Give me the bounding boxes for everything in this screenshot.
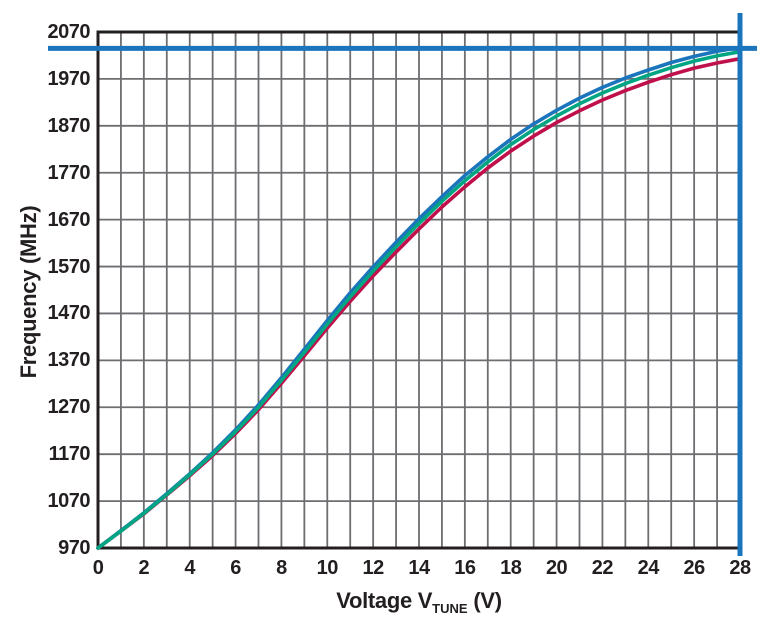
x-axis-title-subscript: TUNE xyxy=(432,601,468,616)
y-tick-label: 1970 xyxy=(47,67,91,90)
y-tick-label: 1670 xyxy=(47,208,91,231)
x-tick-label: 22 xyxy=(591,557,614,579)
x-tick-label: 24 xyxy=(637,557,660,579)
x-tick-label: 6 xyxy=(230,557,241,579)
curve-green xyxy=(96,49,742,550)
x-axis-title: Voltage VTUNE (V) xyxy=(98,588,740,616)
x-tick-label: 16 xyxy=(454,557,476,579)
x-tick-label: 26 xyxy=(683,557,706,579)
x-tick-label: 8 xyxy=(276,557,287,579)
y-tick-label: 1270 xyxy=(47,396,91,419)
x-tick-label: 2 xyxy=(138,557,150,579)
x-tick-label: 10 xyxy=(316,557,339,579)
x-tick-label: 20 xyxy=(545,557,568,579)
y-tick-label: 1070 xyxy=(47,490,91,513)
x-tick-label: 28 xyxy=(729,557,751,579)
x-tick-label: 0 xyxy=(92,557,104,579)
x-tick-label: 18 xyxy=(500,557,522,579)
y-tick-label: 1170 xyxy=(48,443,91,466)
x-axis-title-prefix: Voltage V xyxy=(336,588,433,613)
x-axis-title-suffix: (V) xyxy=(467,588,502,613)
y-tick-label: 1370 xyxy=(47,349,91,372)
x-tick-label: 4 xyxy=(184,557,196,579)
x-tick-label: 14 xyxy=(408,557,430,579)
y-tick-label: 1470 xyxy=(47,302,91,325)
x-tick-label: 12 xyxy=(362,557,385,579)
y-tick-label: 970 xyxy=(58,537,90,559)
y-tick-label: 1770 xyxy=(47,161,91,184)
y-tick-label: 1870 xyxy=(47,114,91,137)
y-tick-label: 2070 xyxy=(47,21,91,43)
y-tick-label: 1570 xyxy=(47,255,91,278)
